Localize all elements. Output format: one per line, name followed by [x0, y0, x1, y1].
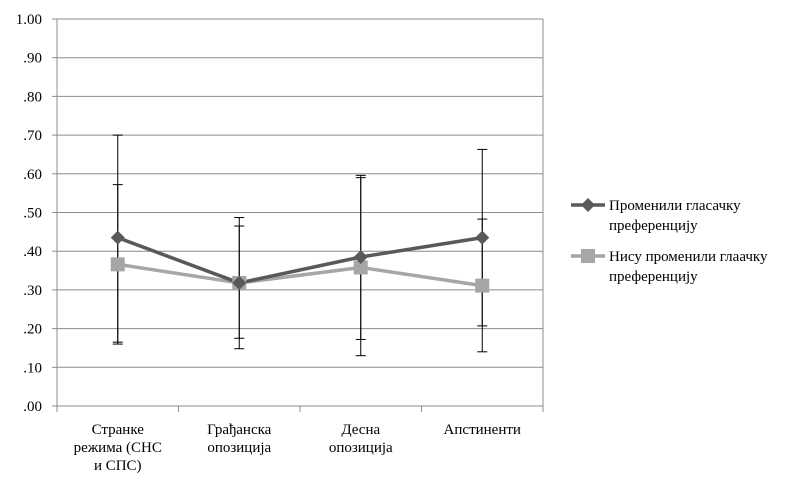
- y-tick-label: .70: [23, 128, 42, 144]
- data-point: [110, 257, 125, 272]
- legend-label: Променили гласачку преференцију: [609, 198, 741, 234]
- x-tick-label: Странке режима (СНС и СПС): [74, 422, 162, 474]
- series-lines: [117, 235, 483, 288]
- legend: Променили гласачку преференцију Нису проме…: [571, 198, 768, 285]
- x-tick-label: Десна опозиција: [329, 422, 393, 456]
- series-markers: [110, 230, 490, 293]
- grid-lines: [57, 18, 543, 368]
- series-line: [117, 235, 483, 285]
- x-tick-label: Грађанска опозиција: [207, 422, 272, 456]
- y-tick-label: .40: [23, 244, 42, 260]
- data-point: [353, 250, 368, 265]
- y-tick-labels: 1.00 .90 .80 .70 .60 .50 .40 .30 .20 .10 .00: [16, 12, 42, 415]
- x-tick-label: Апстиненти: [444, 422, 521, 438]
- data-point: [581, 198, 595, 212]
- y-tick-label: .60: [23, 167, 42, 183]
- y-tick-label: .50: [23, 206, 42, 222]
- data-point: [232, 275, 247, 290]
- y-tick-label: .20: [23, 322, 42, 338]
- data-point: [581, 249, 595, 263]
- y-tick-label: .00: [23, 399, 42, 415]
- y-tick-label: .10: [23, 360, 42, 376]
- x-tick-labels: Странке режима (СНС и СПС) Грађанска опозици…: [74, 422, 521, 474]
- y-tick-label: .80: [23, 89, 42, 105]
- data-point: [475, 230, 490, 245]
- data-point: [110, 230, 125, 245]
- y-tick-label: 1.00: [16, 12, 42, 28]
- series-line: [117, 262, 483, 288]
- axes: [52, 18, 544, 412]
- data-point: [353, 260, 368, 275]
- data-point: [475, 278, 490, 293]
- y-tick-label: .30: [23, 283, 42, 299]
- y-tick-label: .90: [23, 51, 42, 67]
- legend-label: Нису променили глаачку преференцију: [609, 249, 768, 285]
